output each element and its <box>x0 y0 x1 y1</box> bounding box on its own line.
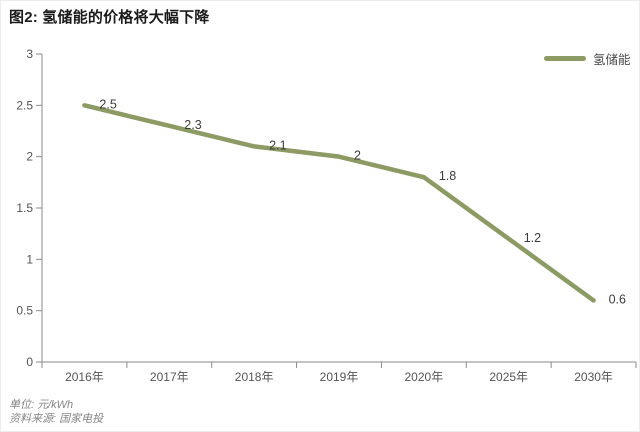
legend-line-swatch <box>544 56 586 61</box>
y-tick-label: 0.5 <box>16 304 33 318</box>
x-tick-label: 2018年 <box>235 370 274 384</box>
series-line <box>82 103 596 303</box>
legend: 氢储能 <box>544 49 631 68</box>
footnotes: 单位: 元/kWh 资料来源: 国家电投 <box>9 398 103 426</box>
legend-label: 氢储能 <box>593 53 631 67</box>
x-tick-label: 2020年 <box>405 370 444 384</box>
y-tick-label: 1 <box>26 252 33 266</box>
data-label: 2.1 <box>269 138 286 152</box>
chart-title: 图2: 氢储能的价格将大幅下降 <box>9 9 210 26</box>
x-tick-label: 2030年 <box>574 370 613 384</box>
data-label: 2.3 <box>184 118 201 132</box>
data-label: 2.5 <box>99 97 116 111</box>
x-tick-label: 2025年 <box>489 370 528 384</box>
x-tick-label: 2017年 <box>150 370 189 384</box>
unit-note: 单位: 元/kWh <box>9 399 74 411</box>
y-tick-label: 2.5 <box>16 98 33 112</box>
y-tick-label: 3 <box>26 47 33 61</box>
source-note: 资料来源: 国家电投 <box>9 413 104 425</box>
data-label: 0.6 <box>609 292 626 306</box>
data-label: 2 <box>354 149 361 163</box>
x-tick-label: 2019年 <box>320 370 359 384</box>
x-tick-label: 2016年 <box>65 370 104 384</box>
y-tick-label: 2 <box>26 150 33 164</box>
y-tick-label: 0 <box>26 355 33 369</box>
data-label: 1.2 <box>524 231 541 245</box>
y-tick-label: 1.5 <box>16 201 33 215</box>
data-label: 1.8 <box>439 169 456 183</box>
